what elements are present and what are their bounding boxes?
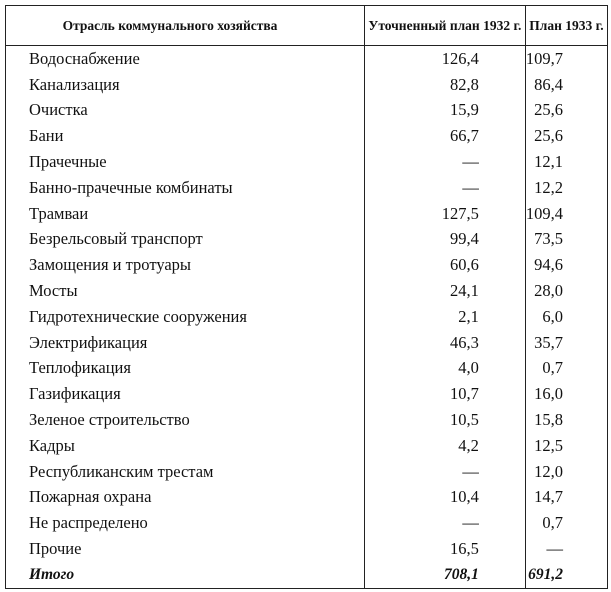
plan-1932-cell: 708,1 (363, 561, 526, 589)
plan-1932-cell: 15,9 (363, 97, 526, 124)
table-row: Водоснабжение 126,4 109,7 (6, 45, 608, 72)
plan-1933-cell: 0,7 (524, 510, 608, 537)
plan-1932-cell: — (363, 458, 526, 485)
table-row: Трамваи 127,5 109,4 (6, 200, 608, 227)
plan-1933-cell: 25,6 (524, 97, 608, 124)
budget-table: Отрасль коммунального хозяйства Уточненн… (5, 5, 608, 589)
branch-cell: Трамваи (29, 203, 89, 223)
header-plan-1933: План 1933 г. (524, 5, 608, 46)
plan-1932-cell: 10,4 (363, 484, 526, 511)
branch-cell: Мосты (29, 281, 78, 301)
plan-1933-cell: 12,5 (524, 432, 608, 459)
plan-1933-cell: 109,4 (524, 200, 608, 227)
plan-1933-cell: 12,2 (524, 174, 608, 201)
plan-1932-cell: 82,8 (363, 71, 526, 98)
plan-1932-cell: 4,2 (363, 432, 526, 459)
branch-cell: Замощения и тротуары (29, 255, 192, 275)
plan-1932-cell: 16,5 (363, 536, 526, 562)
plan-1933-cell: 25,6 (524, 123, 608, 150)
branch-cell: Банно-прачечные комбинаты (29, 177, 233, 197)
table-row: Прачечные —12,1 (6, 149, 608, 175)
plan-1932-cell: 127,5 (363, 200, 526, 227)
plan-1933-cell: 28,0 (524, 278, 608, 304)
table-row: Мосты 24,1 28,0 (6, 278, 608, 304)
plan-1933-cell: — (524, 536, 608, 562)
branch-cell: Прачечные (29, 152, 107, 172)
branch-cell: Безрельсовый транспорт (29, 229, 203, 249)
table-row: Пожарная охрана 10,4 14,7 (6, 484, 608, 511)
plan-1933-cell: 12,0 (524, 458, 608, 485)
plan-1932-cell: 126,4 (363, 45, 526, 72)
plan-1933-cell: 15,8 (524, 407, 608, 433)
branch-cell: Пожарная охрана (29, 487, 152, 507)
plan-1933-cell: 16,0 (524, 381, 608, 408)
plan-1933-cell: 109,7 (524, 45, 608, 72)
branch-cell: Гидротехнические сооружения (29, 306, 247, 326)
plan-1933-cell: 35,7 (524, 329, 608, 356)
total-row: Итого 708,1 691,2 (6, 561, 608, 589)
table-row: Прочие 16,5— (6, 536, 608, 562)
table-row: Газификация 10,7 16,0 (6, 381, 608, 408)
plan-1933-cell: 12,1 (524, 149, 608, 175)
branch-cell: Итого (29, 565, 75, 583)
branch-cell: Очистка (29, 100, 88, 120)
plan-1933-cell: 94,6 (524, 252, 608, 279)
table-row: Безрельсовый транспорт 99,4 73,5 (6, 226, 608, 253)
branch-cell: Прочие (29, 539, 82, 559)
branch-cell: Зеленое строительство (29, 410, 190, 430)
header-branch: Отрасль коммунального хозяйства (5, 5, 365, 46)
plan-1933-cell: 73,5 (524, 226, 608, 253)
table-row: Банно-прачечные комбинаты —12,2 (6, 174, 608, 201)
plan-1932-cell: 66,7 (363, 123, 526, 150)
table-row: Замощения и тротуары 60,6 94,6 (6, 252, 608, 279)
table-row: Кадры 4,2 12,5 (6, 432, 608, 459)
table-row: Электрификация 46,3 35,7 (6, 329, 608, 356)
plan-1932-cell: 4,0 (363, 355, 526, 382)
branch-cell: Теплофикация (29, 358, 131, 378)
branch-cell: Электрификация (29, 332, 148, 352)
table-row: Не распределено —0,7 (6, 510, 608, 537)
plan-1932-cell: 24,1 (363, 278, 526, 304)
table-row: Зеленое строительство 10,5 15,8 (6, 407, 608, 433)
table-row: Очистка 15,9 25,6 (6, 97, 608, 124)
plan-1932-cell: 99,4 (363, 226, 526, 253)
header-row: Отрасль коммунального хозяйства Уточненн… (5, 5, 608, 46)
branch-cell: Бани (29, 126, 64, 146)
table-row: Теплофикация 4,0 0,7 (6, 355, 608, 382)
plan-1933-cell: 14,7 (524, 484, 608, 511)
plan-1933-cell: 86,4 (524, 71, 608, 98)
plan-1932-cell: — (363, 149, 526, 175)
branch-cell: Не распределено (29, 513, 148, 533)
branch-cell: Канализация (29, 74, 120, 94)
table-row: Канализация 82,8 86,4 (6, 71, 608, 98)
table-row: Гидротехнические сооружения 2,1 6,0 (6, 303, 608, 330)
branch-cell: Водоснабжение (29, 48, 140, 68)
plan-1932-cell: — (363, 174, 526, 201)
plan-1932-cell: — (363, 510, 526, 537)
plan-1932-cell: 10,7 (363, 381, 526, 408)
table-row: Бани 66,7 25,6 (6, 123, 608, 150)
plan-1933-cell: 0,7 (524, 355, 608, 382)
branch-cell: Республиканским трестам (29, 461, 214, 481)
branch-cell: Кадры (29, 435, 75, 455)
plan-1932-cell: 60,6 (363, 252, 526, 279)
plan-1932-cell: 2,1 (363, 303, 526, 330)
plan-1933-cell: 691,2 (524, 561, 608, 589)
plan-1932-cell: 10,5 (363, 407, 526, 433)
header-plan-1932: Уточненный план 1932 г. (363, 5, 526, 46)
plan-1933-cell: 6,0 (524, 303, 608, 330)
plan-1932-cell: 46,3 (363, 329, 526, 356)
branch-cell: Газификация (29, 384, 121, 404)
table-row: Республиканским трестам —12,0 (6, 458, 608, 485)
